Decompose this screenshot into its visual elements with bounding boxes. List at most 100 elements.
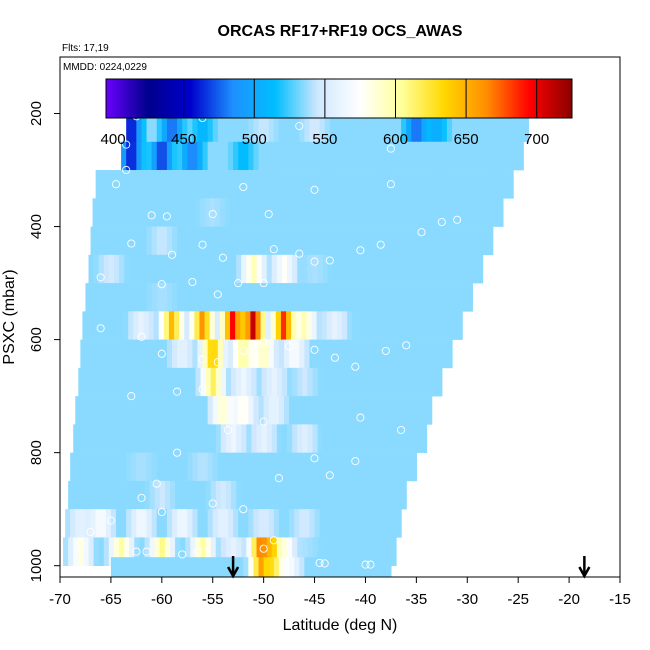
heatmap-cell (172, 339, 178, 369)
sample-point (573, 95, 582, 104)
heatmap-cell (431, 226, 438, 256)
heatmap-cell (324, 113, 331, 143)
heatmap-cell (88, 254, 95, 284)
heatmap-cell (423, 311, 430, 340)
heatmap-cell (340, 170, 346, 199)
heatmap-cell (192, 141, 199, 171)
colorbar-swatch (412, 79, 415, 118)
heatmap-cell (195, 367, 202, 397)
heatmap-cell (133, 198, 139, 227)
heatmap-cell (508, 141, 514, 171)
heatmap-cell (396, 509, 402, 538)
heatmap-cell (373, 480, 380, 510)
heatmap-cell (202, 113, 209, 143)
sample-point (137, 332, 146, 341)
heatmap-cell (401, 452, 407, 482)
heatmap-cell (248, 509, 255, 538)
heatmap-cell (426, 283, 433, 312)
heatmap-cell (355, 557, 361, 577)
heatmap-cell (360, 141, 367, 171)
heatmap-cell (151, 141, 158, 171)
heatmap-cell (123, 311, 129, 340)
heatmap-cell (202, 339, 209, 369)
heatmap-cell (266, 480, 273, 510)
heatmap-cell (334, 226, 341, 256)
heatmap-cell (406, 452, 412, 482)
heatmap-cell (299, 557, 305, 577)
heatmap-cell (421, 141, 428, 171)
heatmap-cell (95, 339, 102, 369)
heatmap-cell (182, 452, 188, 482)
colorbar-swatch (128, 79, 131, 118)
heatmap-cell (360, 113, 367, 143)
heatmap-cell (324, 396, 331, 425)
heatmap-cell (190, 367, 197, 397)
heatmap-cell (100, 339, 107, 369)
heatmap-cell (294, 557, 300, 577)
x-tick-label: -65 (100, 591, 122, 608)
colorbar-swatch (542, 79, 545, 118)
heatmap-cell (377, 198, 384, 227)
sample-point (295, 249, 304, 258)
heatmap-cell (116, 339, 122, 369)
heatmap-cell (406, 170, 412, 199)
heatmap-cell (260, 311, 267, 340)
heatmap-cell (129, 367, 135, 397)
heatmap-cell (307, 254, 314, 284)
heatmap-cell (182, 396, 188, 425)
heatmap-cell (307, 537, 314, 566)
heatmap-cell (329, 557, 336, 577)
sample-point (213, 290, 222, 299)
heatmap-cell (355, 509, 361, 538)
heatmap-cell (523, 113, 529, 143)
colorbar-swatch (512, 79, 515, 118)
heatmap-cell (263, 141, 270, 171)
heatmap-cell (85, 509, 92, 538)
heatmap-cell (187, 170, 193, 199)
heatmap-cell (299, 452, 305, 482)
heatmap-cell (273, 396, 280, 425)
heatmap-cell (154, 254, 161, 284)
heatmap-cell (182, 339, 188, 369)
heatmap-cell (304, 170, 311, 199)
heatmap-cell (513, 113, 519, 143)
heatmap-cell (355, 452, 361, 482)
heatmap-cell (228, 283, 234, 312)
heatmap-cell (426, 396, 433, 425)
heatmap-cell (390, 170, 397, 199)
sample-point (86, 527, 95, 536)
heatmap-cell (192, 452, 199, 482)
heatmap-cell (314, 170, 321, 199)
colorbar-swatch (476, 79, 479, 118)
heatmap-cell (240, 198, 246, 227)
colorbar-swatch (468, 79, 471, 118)
colorbar-swatch (336, 79, 339, 118)
heatmap-cell (375, 339, 382, 369)
heatmap-cell (329, 113, 336, 143)
heatmap-cell (215, 480, 222, 510)
heatmap-cell (413, 198, 419, 227)
heatmap-cell (324, 557, 331, 577)
heatmap-cell (368, 537, 375, 566)
colorbar-swatch (308, 79, 311, 118)
heatmap-cell (433, 198, 440, 227)
heatmap-cell (161, 226, 168, 256)
heatmap-cell (385, 283, 392, 312)
colorbar-swatch (208, 79, 211, 118)
colorbar-swatch (302, 79, 305, 118)
colorbar-tick-label: 450 (171, 131, 196, 148)
heatmap-cell (350, 452, 356, 482)
heatmap-cell (441, 226, 448, 256)
heatmap-cell (416, 113, 423, 143)
heatmap-cell (372, 311, 379, 340)
heatmap-cell (202, 170, 209, 199)
heatmap-cell (169, 424, 176, 453)
heatmap-cell (184, 311, 190, 340)
heatmap-cell (182, 509, 188, 538)
heatmap-cell (340, 226, 346, 256)
colorbar-swatch (218, 79, 221, 118)
heatmap-cell (378, 254, 385, 284)
heatmap-cell (459, 311, 463, 340)
heatmap-cell (90, 226, 97, 256)
heatmap-cell (131, 113, 137, 143)
